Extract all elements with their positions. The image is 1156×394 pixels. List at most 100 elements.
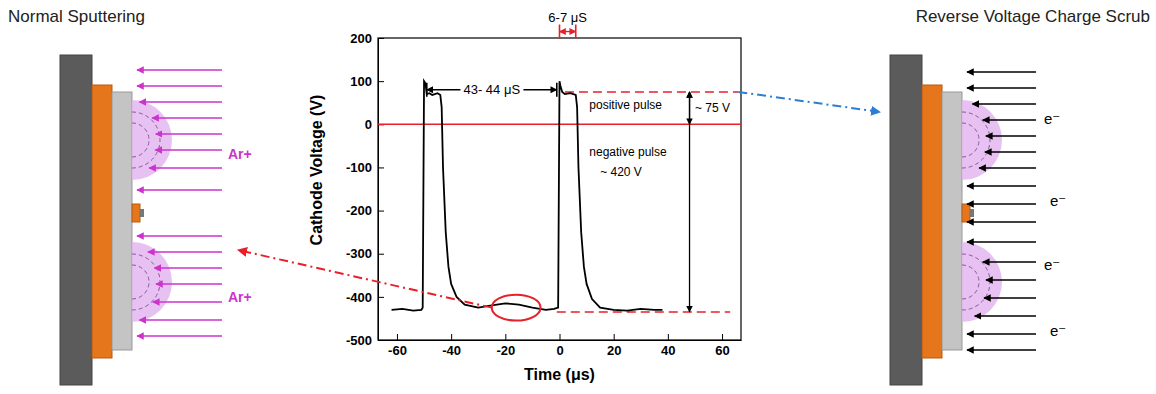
electron-arrow (967, 333, 1036, 335)
span-end (556, 83, 558, 97)
connector (962, 204, 970, 222)
electron-arrow (972, 103, 1036, 105)
y-tick-label: -100 (346, 160, 372, 175)
ion-arrow (139, 101, 222, 103)
reference-line (557, 311, 730, 313)
highlight-ellipse (492, 295, 541, 321)
span-arrow (560, 31, 576, 32)
x-tick: 0 (556, 334, 563, 358)
panel-title: Reverse Voltage Charge Scrub (916, 7, 1150, 26)
y-tick-mark (378, 211, 384, 212)
x-axis-title: Time (μs) (524, 366, 595, 383)
y-tick: 100 (350, 74, 384, 89)
x-tick-mark (668, 334, 669, 340)
vspan-arrow (689, 92, 690, 312)
page: Normal Sputtering Ar+ Ar+ Reverse Voltage C… (0, 0, 1156, 394)
x-tick-label: 40 (661, 343, 675, 358)
x-tick-label: -40 (442, 343, 461, 358)
y-tick-mark (378, 254, 384, 255)
y-tick-label: -200 (346, 203, 372, 218)
backing-plate (890, 55, 922, 385)
target (942, 92, 962, 350)
electron-arrow (986, 279, 1036, 281)
annotation: ~ 75 V (695, 101, 730, 115)
connector-pin (140, 209, 144, 217)
connector (132, 204, 140, 222)
y-tick-label: -300 (346, 246, 372, 261)
y-tick-label: 100 (350, 74, 372, 89)
electron-arrow (979, 167, 1036, 169)
y-tick: -500 (346, 333, 384, 348)
y-tick: -300 (346, 246, 384, 261)
ion-arrow (152, 117, 222, 119)
ion-arrow (149, 167, 222, 169)
x-tick-mark (560, 334, 561, 340)
x-tick: 20 (607, 334, 621, 358)
y-tick-mark (378, 340, 384, 341)
x-tick-label: 20 (607, 343, 621, 358)
span-end (575, 25, 577, 39)
plasma-ring (132, 265, 149, 299)
x-tick-label: -60 (388, 343, 407, 358)
plasma-ring (132, 112, 160, 168)
electron-arrow (967, 203, 1036, 205)
ion-arrow (137, 235, 222, 237)
plasma-ring (962, 265, 979, 299)
electron-label: e⁻ (1044, 256, 1060, 273)
x-tick: 60 (715, 334, 729, 358)
ion-arrow (148, 251, 222, 253)
span-end (426, 83, 428, 97)
electron-arrow (984, 297, 1036, 299)
plasma (132, 242, 172, 322)
annotations: 43- 44 μS6-7 μSpositive pulse~ 75 Vnegat… (427, 10, 730, 312)
y-axis: -500-400-300-200-1000100200 (346, 31, 384, 348)
panel-title: Normal Sputtering (8, 7, 145, 26)
electron-arrow (967, 71, 1036, 73)
ion-label: Ar+ (228, 289, 252, 305)
ion-arrow (155, 149, 222, 151)
span-label: 43- 44 μS (463, 82, 520, 97)
electron-arrow (983, 119, 1036, 121)
x-tick-label: 60 (715, 343, 729, 358)
reference-line (565, 91, 738, 93)
ion-label: Ar+ (228, 146, 252, 162)
y-tick-label: 200 (350, 31, 372, 46)
target (112, 92, 132, 350)
x-tick-mark (614, 334, 615, 340)
bonding-layer (92, 85, 112, 358)
ion-arrow (156, 283, 222, 285)
ion-arrow (139, 319, 222, 321)
ion-arrow (137, 69, 222, 71)
y-tick-mark (378, 38, 384, 39)
electron-arrow (983, 261, 1036, 263)
plasma-ring (132, 123, 149, 157)
electron-label: e⁻ (1050, 322, 1066, 339)
x-tick-label: -20 (496, 343, 515, 358)
ion-arrow (153, 301, 222, 303)
y-tick: 200 (350, 31, 384, 46)
x-tick: -40 (442, 334, 461, 358)
bonding-layer (922, 85, 942, 358)
y-tick: -200 (346, 203, 384, 218)
electron-arrow (975, 315, 1036, 317)
plasma (962, 242, 1002, 322)
electron-arrow (967, 241, 1036, 243)
electron-arrow (986, 135, 1036, 137)
x-tick-mark (451, 334, 452, 340)
electron-arrow (967, 349, 1036, 351)
y-tick: -100 (346, 160, 384, 175)
annotation: ~ 420 V (600, 165, 642, 179)
electron-label: e⁻ (1044, 110, 1060, 127)
y-tick-mark (378, 81, 384, 82)
y-tick-mark (378, 297, 384, 298)
x-tick-mark (722, 334, 723, 340)
y-axis-title: Cathode Voltage (V) (308, 95, 325, 246)
ion-arrow (137, 189, 222, 191)
electron-arrow (967, 221, 1036, 223)
plot-area (378, 81, 741, 320)
annotation: positive pulse (589, 98, 662, 112)
ion-arrow (154, 267, 222, 269)
connector-pin (970, 209, 974, 217)
y-tick-label: -500 (346, 333, 372, 348)
x-tick-label: 0 (556, 343, 563, 358)
